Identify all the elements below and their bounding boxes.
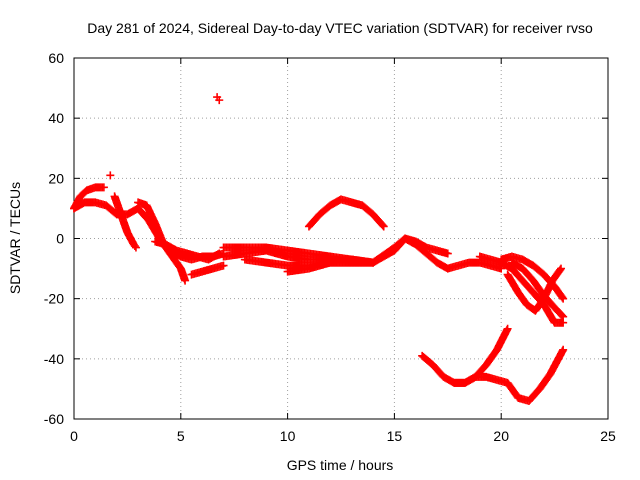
x-tick-label: 0 (70, 428, 78, 444)
data-point (558, 311, 567, 320)
y-tick-label: 40 (48, 110, 64, 126)
series-track-6 (187, 261, 228, 279)
x-tick-label: 15 (387, 428, 403, 444)
data-point (559, 294, 568, 303)
data-point (219, 261, 228, 270)
data-point (215, 249, 224, 258)
series-track-17 (450, 345, 568, 405)
data-point (106, 171, 115, 180)
series-track-13 (497, 252, 568, 303)
series-track-12 (475, 252, 568, 327)
series-track-4 (134, 198, 190, 285)
x-tick-label: 10 (280, 428, 296, 444)
y-tick-label: -40 (44, 351, 64, 367)
data-point (558, 293, 567, 302)
x-axis-label: GPS time / hours (287, 457, 394, 473)
series-track-2 (70, 183, 108, 213)
y-tick-label: 60 (48, 50, 64, 66)
chart-title: Day 281 of 2024, Sidereal Day-to-day VTE… (87, 20, 593, 36)
series-track-15 (503, 264, 566, 315)
data-point (181, 276, 190, 285)
y-tick-label: 0 (56, 231, 64, 247)
x-tick-label: 25 (600, 428, 616, 444)
series-track-11 (304, 195, 388, 231)
data-point (559, 312, 568, 321)
data-point (131, 243, 140, 252)
y-tick-label: -20 (44, 291, 64, 307)
data-point (503, 324, 512, 333)
data-point (215, 96, 224, 105)
series-track-10 (283, 234, 506, 276)
axes (73, 57, 609, 420)
data-point (443, 249, 452, 258)
series-isolated (106, 93, 224, 180)
x-tick-label: 20 (493, 428, 509, 444)
tick-labels: 0 5 10 15 20 25 -60 -40 -20 0 20 40 60 (44, 50, 616, 444)
data-point (130, 242, 139, 251)
series-track-5 (151, 237, 224, 264)
y-tick-label: -60 (44, 411, 64, 427)
data-point (379, 222, 388, 231)
series-track-3 (110, 192, 140, 252)
y-axis-label: SDTVAR / TECUs (7, 182, 23, 294)
data-points (70, 93, 568, 405)
x-tick-label: 5 (177, 428, 185, 444)
grid-lines (74, 58, 608, 419)
data-point (557, 264, 566, 273)
data-point (378, 221, 387, 230)
data-point (556, 265, 565, 274)
y-tick-label: 20 (48, 170, 64, 186)
data-point (559, 345, 568, 354)
data-point (99, 183, 108, 192)
